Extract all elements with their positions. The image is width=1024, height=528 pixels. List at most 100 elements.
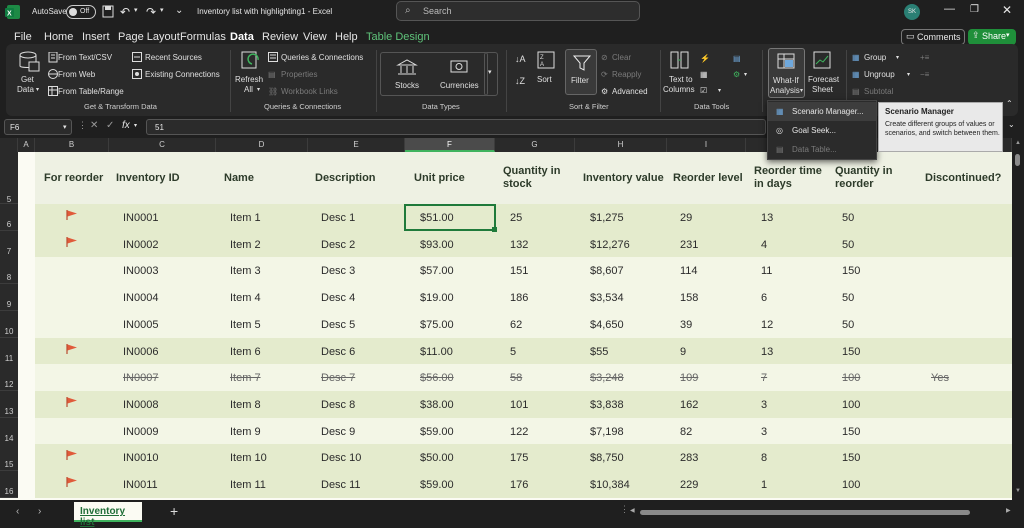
cell-qty[interactable]: 5 (510, 346, 517, 358)
cell-level[interactable]: 114 (680, 265, 698, 277)
ungroup-button[interactable]: Ungroup (864, 70, 895, 79)
cell-desc[interactable]: Desc 5 (321, 319, 356, 331)
cell-price[interactable]: $51.00 (420, 212, 454, 224)
tab-formulas[interactable]: Formulas (180, 31, 226, 43)
cell-id[interactable]: IN0005 (123, 319, 159, 331)
cell-qty[interactable]: 186 (510, 292, 529, 304)
sort-button[interactable]: Sort (537, 75, 552, 84)
column-header-d[interactable]: D (216, 138, 308, 152)
scroll-right-icon[interactable]: ▶ (1006, 508, 1011, 514)
cell-level[interactable]: 82 (680, 426, 693, 438)
horizontal-scroll-thumb[interactable] (640, 510, 970, 515)
cell-level[interactable]: 9 (680, 346, 687, 358)
menu-item-goal-seek[interactable]: Goal Seek... (792, 126, 837, 135)
cell-level[interactable]: 229 (680, 479, 699, 491)
cell-value[interactable]: $12,276 (590, 239, 630, 251)
from-text-csv-button[interactable]: From Text/CSV (58, 53, 113, 62)
refresh-all-label[interactable]: Refresh (235, 75, 264, 84)
customize-toolbar-icon[interactable]: ⌄ (175, 5, 184, 16)
undo-dropdown-icon[interactable]: ▾ (134, 7, 138, 14)
cell-desc[interactable]: Desc 6 (321, 346, 356, 358)
cell-reorder[interactable]: 100 (842, 399, 861, 411)
from-table-range-button[interactable]: From Table/Range (58, 87, 124, 96)
enter-icon[interactable]: ✓ (106, 120, 115, 131)
cell-desc[interactable]: Desc 1 (321, 212, 356, 224)
scroll-up-icon[interactable]: ▲ (1015, 140, 1021, 146)
comments-button[interactable]: ▭ Comments (901, 29, 965, 45)
row-header[interactable]: 14 (0, 418, 18, 445)
cell-disc[interactable]: Yes (931, 372, 949, 384)
row-header[interactable]: 8 (0, 257, 18, 284)
cell-desc[interactable]: Desc 10 (321, 452, 362, 464)
autosave-toggle[interactable]: Off (66, 5, 96, 19)
tab-help[interactable]: Help (335, 31, 358, 43)
workbook-links-button[interactable]: Workbook Links (281, 87, 338, 96)
header-quantity-in-reorder[interactable]: Quantity in reorder (835, 165, 893, 190)
cell-qty[interactable]: 176 (510, 479, 529, 491)
cell-reorder[interactable]: 50 (842, 239, 855, 251)
data-validation-icon[interactable]: ☑ (700, 86, 708, 95)
cell-desc[interactable]: Desc 4 (321, 292, 356, 304)
cell-price[interactable]: $50.00 (420, 452, 454, 464)
header-inventory-value[interactable]: Inventory value (583, 172, 664, 184)
cell-level[interactable]: 283 (680, 452, 699, 464)
cell-desc[interactable]: Desc 7 (321, 372, 356, 384)
tab-data[interactable]: Data (230, 31, 254, 43)
row-header[interactable]: 7 (0, 231, 18, 258)
forecast-sheet-label[interactable]: Forecast (808, 75, 840, 84)
ungroup-dropdown-icon[interactable]: ▾ (907, 72, 911, 78)
cell-name[interactable]: Item 9 (230, 426, 261, 438)
get-data-dropdown-icon[interactable]: ▾ (36, 87, 40, 93)
stocks-button[interactable]: Stocks (395, 81, 420, 90)
name-box[interactable]: F6 ▾ (4, 119, 72, 135)
clear-filter-button[interactable]: Clear (612, 53, 632, 62)
refresh-all-label-2[interactable]: All (244, 85, 253, 94)
cell-value[interactable]: $3,248 (590, 372, 624, 384)
subtotal-button[interactable]: Subtotal (864, 87, 894, 96)
tab-home[interactable]: Home (44, 31, 74, 43)
group-button[interactable]: Group (864, 53, 887, 62)
cell-days[interactable]: 12 (761, 319, 774, 331)
add-sheet-icon[interactable]: + (170, 503, 179, 519)
cell-value[interactable]: $8,607 (590, 265, 624, 277)
properties-button[interactable]: Properties (281, 70, 318, 79)
restore-icon[interactable]: ❐ (970, 4, 979, 15)
redo-dropdown-icon[interactable]: ▾ (160, 7, 164, 14)
cell-id[interactable]: IN0004 (123, 292, 159, 304)
cell-value[interactable]: $3,838 (590, 399, 624, 411)
cell-level[interactable]: 231 (680, 239, 699, 251)
cell-value[interactable]: $4,650 (590, 319, 624, 331)
cell-days[interactable]: 13 (761, 212, 774, 224)
cell-desc[interactable]: Desc 3 (321, 265, 356, 277)
cell-qty[interactable]: 58 (510, 372, 523, 384)
share-button[interactable]: ⇪ Share ▾ (968, 29, 1016, 45)
cell-days[interactable]: 6 (761, 292, 768, 304)
cell-price[interactable]: $11.00 (420, 346, 453, 358)
reapply-button[interactable]: Reapply (612, 70, 642, 79)
cell-reorder[interactable]: 150 (842, 346, 861, 358)
cell-id[interactable]: IN0003 (123, 265, 159, 277)
remove-duplicates-icon[interactable]: ▦ (700, 70, 708, 79)
cell-reorder[interactable]: 150 (842, 452, 861, 464)
menu-item-data-table[interactable]: Data Table... (792, 145, 837, 154)
cell-id[interactable]: IN0001 (123, 212, 159, 224)
row-header[interactable]: 6 (0, 204, 18, 231)
cell-id[interactable]: IN0006 (123, 346, 159, 358)
menu-item-scenario-manager[interactable]: Scenario Manager... (792, 107, 864, 116)
cell-id[interactable]: IN0007 (123, 372, 159, 384)
consolidate-icon[interactable]: ▤ (733, 54, 741, 63)
tab-insert[interactable]: Insert (82, 31, 110, 43)
header-reorder-level[interactable]: Reorder level (673, 172, 743, 184)
cell-id[interactable]: IN0010 (123, 452, 159, 464)
cell-reorder[interactable]: 150 (842, 265, 861, 277)
cell-name[interactable]: Item 8 (230, 399, 261, 411)
minimize-icon[interactable]: — (944, 3, 955, 15)
scroll-sheets-right-icon[interactable]: › (38, 506, 42, 517)
scroll-down-icon[interactable]: ▼ (1015, 488, 1021, 494)
cell-price[interactable]: $56.00 (420, 372, 454, 384)
column-header-g[interactable]: G (495, 138, 575, 152)
row-header[interactable]: 9 (0, 284, 18, 311)
get-data-label[interactable]: Get (21, 75, 34, 84)
row-header[interactable]: 12 (0, 364, 18, 391)
show-detail-icon[interactable]: +≡ (920, 53, 930, 62)
